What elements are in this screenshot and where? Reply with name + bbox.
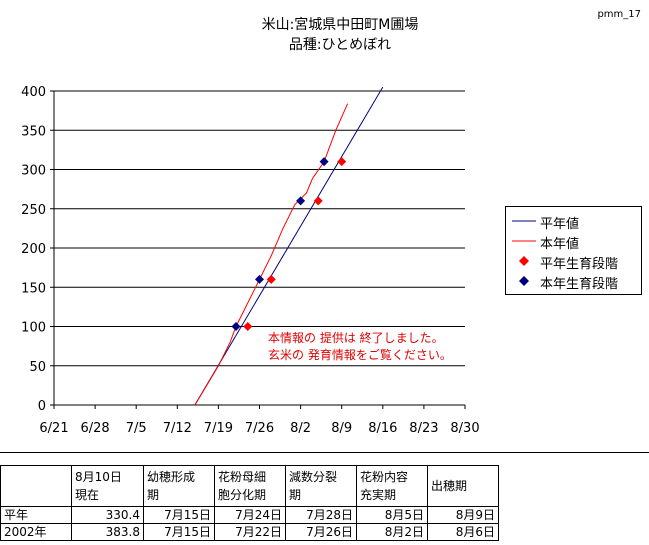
table-header-cell	[0, 465, 72, 507]
section-divider	[0, 452, 649, 453]
row-label: 2002年	[0, 523, 72, 541]
table-cell: 8月2日	[356, 523, 428, 541]
x-tick-label: 8/2	[290, 421, 311, 436]
stage-marker	[231, 322, 241, 331]
x-tick-label: 8/16	[368, 421, 397, 436]
table-cell: 7月15日	[143, 523, 215, 541]
table-cell: 383.8	[71, 523, 144, 541]
table-row: 平年 330.4 7月15日 7月24日 7月28日 8月5日 8月9日	[0, 506, 499, 524]
legend-line-icon	[512, 220, 536, 222]
stage-marker	[243, 322, 253, 331]
legend-label: 平年値	[540, 217, 580, 232]
legend-item-average-line: 平年値	[506, 211, 641, 232]
row-label: 平年	[0, 506, 72, 524]
legend: 平年値 本年値 平年生育段階 本年生育段階	[505, 206, 642, 295]
legend-diamond-icon	[519, 276, 529, 286]
y-tick-label: 350	[21, 124, 46, 139]
x-tick-label: 7/19	[204, 421, 233, 436]
table-cell: 7月26日	[285, 523, 357, 541]
y-tick-label: 100	[21, 321, 46, 336]
y-tick-label: 300	[21, 164, 46, 179]
x-tick-label: 6/28	[80, 421, 109, 436]
y-tick-label: 200	[21, 242, 46, 257]
table-cell: 7月24日	[214, 506, 286, 524]
table-cell: 7月28日	[285, 506, 357, 524]
legend-item-average-stage: 平年生育段階	[506, 251, 641, 272]
series-line-0	[194, 86, 384, 406]
legend-line-icon	[512, 240, 536, 242]
table-header-cell: 減数分裂期	[285, 465, 357, 507]
stage-marker	[319, 157, 329, 167]
series-layer	[194, 86, 384, 406]
series-line-1	[194, 103, 349, 406]
marker-layer	[231, 157, 347, 331]
legend-label: 平年生育段階	[540, 257, 619, 272]
table-row: 2002年 383.8 7月15日 7月22日 7月26日 8月2日 8月6日	[0, 523, 499, 541]
table-header-cell: 花粉母細 胞分化期	[214, 465, 286, 507]
table-header-row: 8月10日 現在 幼穂形成期 花粉母細 胞分化期 減数分裂期 花粉内容 充実期 出穂期	[0, 465, 499, 507]
stage-marker	[337, 157, 347, 167]
table-header-cell: 幼穂形成期	[143, 465, 215, 507]
legend-item-current-line: 本年値	[506, 231, 641, 252]
table-cell: 7月15日	[143, 506, 215, 524]
x-tick-label: 8/9	[331, 421, 352, 436]
table-header-cell: 花粉内容 充実期	[356, 465, 428, 507]
label-layer: 0 50 100 150 200 250 300 350 400 6/21 6/28 7/5 7/12 7…	[21, 85, 479, 436]
x-tick-label: 7/5	[126, 421, 147, 436]
notice-line-1: 本情報の 提供は 終了しました。	[268, 331, 444, 345]
growth-stage-table: 8月10日 現在 幼穂形成期 花粉母細 胞分化期 減数分裂期 花粉内容 充実期 出穂期…	[0, 465, 499, 541]
x-tick-label: 8/23	[409, 421, 438, 436]
chart-title-line1: 米山:宮城県中田町M圃場	[261, 17, 419, 33]
service-ended-notice: 本情報の 提供は 終了しました。 玄米の 発育情報をご覧ください。	[268, 330, 452, 364]
y-tick-label: 400	[21, 85, 46, 100]
table-cell: 330.4	[71, 506, 144, 524]
x-tick-label: 7/12	[163, 421, 192, 436]
stage-marker	[255, 274, 264, 284]
stage-marker	[266, 274, 276, 284]
legend-item-current-stage: 本年生育段階	[506, 271, 641, 292]
y-tick-label: 250	[21, 203, 46, 218]
legend-diamond-icon	[519, 256, 529, 266]
x-tick-label: 8/30	[450, 421, 479, 436]
table-header-cell: 出穂期	[427, 465, 499, 507]
stage-marker	[313, 196, 323, 206]
x-tick-label: 7/26	[245, 421, 274, 436]
y-tick-label: 50	[29, 360, 46, 375]
table-header-cell: 8月10日 現在	[71, 465, 144, 507]
axis-layer	[50, 90, 466, 409]
page-code: pmm_17	[597, 9, 641, 20]
legend-label: 本年生育段階	[540, 277, 619, 292]
table-cell: 8月9日	[427, 506, 499, 524]
x-tick-label: 6/21	[39, 421, 68, 436]
chart-title-line2: 品種:ひとめぼれ	[288, 37, 392, 53]
table-cell: 8月6日	[427, 523, 499, 541]
table-cell: 7月22日	[214, 523, 286, 541]
grid-layer	[54, 90, 465, 367]
chart-area: 0 50 100 150 200 250 300 350 400 6/21 6/28 7/5 7/12 7…	[21, 85, 479, 436]
y-tick-label: 0	[38, 399, 46, 414]
stage-marker	[296, 196, 306, 206]
legend-label: 本年値	[540, 237, 580, 252]
notice-line-2: 玄米の 発育情報をご覧ください。	[268, 348, 452, 362]
table-cell: 8月5日	[356, 506, 428, 524]
y-tick-label: 150	[21, 281, 46, 296]
